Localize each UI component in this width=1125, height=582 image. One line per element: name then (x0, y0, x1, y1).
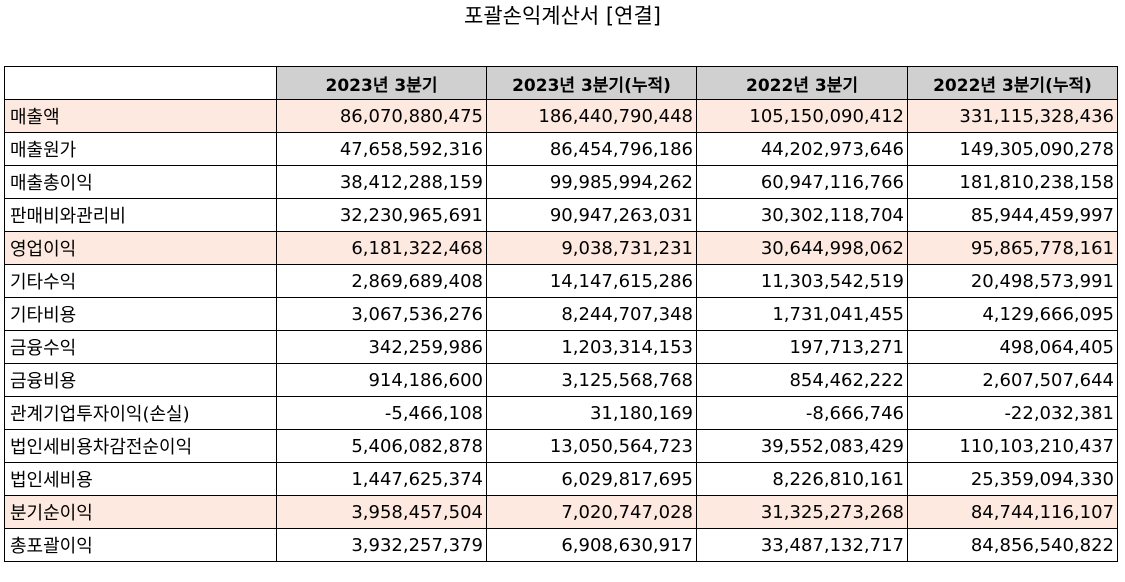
row-label: 금융비용 (4, 363, 277, 397)
value-cell: 30,644,998,062 (696, 231, 908, 265)
value-cell: 31,180,169 (486, 396, 697, 430)
table-row: 매출액 86,070,880,475 186,440,790,448 105,150,… (4, 99, 1118, 133)
value-cell: 110,103,210,437 (907, 429, 1118, 463)
value-cell: -8,666,746 (696, 396, 908, 430)
value-cell: 39,552,083,429 (696, 429, 908, 463)
table-row: 영업이익 6,181,322,468 9,038,731,231 30,644,998… (4, 231, 1118, 265)
value-cell: 30,302,118,704 (696, 198, 908, 232)
table-row: 매출원가 47,658,592,316 86,454,796,186 44,202,9… (4, 132, 1118, 166)
value-cell: 914,186,600 (276, 363, 487, 397)
value-cell: 105,150,090,412 (696, 99, 908, 133)
value-cell: 197,713,271 (696, 330, 908, 364)
table-row: 판매비와관리비 32,230,965,691 90,947,263,031 30,30… (4, 198, 1118, 232)
value-cell: 1,731,041,455 (696, 297, 908, 331)
value-cell: 31,325,273,268 (696, 495, 908, 529)
table-row: 금융비용 914,186,600 3,125,568,768 854,462,222 2… (4, 363, 1118, 397)
value-cell: 85,944,459,997 (907, 198, 1118, 232)
table-row: 총포괄이익 3,932,257,379 6,908,630,917 33,487,13… (4, 528, 1118, 562)
value-cell: 3,932,257,379 (276, 528, 487, 562)
value-cell: -5,466,108 (276, 396, 487, 430)
income-statement-table: 2023년 3분기 2023년 3분기(누적) 2022년 3분기 2022년 … (4, 66, 1118, 562)
value-cell: 90,947,263,031 (486, 198, 697, 232)
row-label: 영업이익 (4, 231, 277, 265)
value-cell: 3,067,536,276 (276, 297, 487, 331)
value-cell: 99,985,994,262 (486, 165, 697, 199)
header-corner-cell (4, 66, 277, 100)
page-title: 포괄손익계산서 [연결] (464, 4, 661, 28)
value-cell: 186,440,790,448 (486, 99, 697, 133)
value-cell: 3,125,568,768 (486, 363, 697, 397)
header-row: 2023년 3분기 2023년 3분기(누적) 2022년 3분기 2022년 … (4, 66, 1118, 100)
value-cell: 149,305,090,278 (907, 132, 1118, 166)
row-label: 분기순이익 (4, 495, 277, 529)
column-header: 2023년 3분기(누적) (486, 66, 697, 100)
value-cell: 6,181,322,468 (276, 231, 487, 265)
table-row: 기타비용 3,067,536,276 8,244,707,348 1,731,041,… (4, 297, 1118, 331)
value-cell: 95,865,778,161 (907, 231, 1118, 265)
table-row: 기타수익 2,869,689,408 14,147,615,286 11,303,54… (4, 264, 1118, 298)
row-label: 법인세비용차감전순이익 (4, 429, 277, 463)
table-row: 금융수익 342,259,986 1,203,314,153 197,713,271 4… (4, 330, 1118, 364)
value-cell: 5,406,082,878 (276, 429, 487, 463)
value-cell: 86,454,796,186 (486, 132, 697, 166)
value-cell: 9,038,731,231 (486, 231, 697, 265)
table-row: 분기순이익 3,958,457,504 7,020,747,028 31,325,27… (4, 495, 1118, 529)
value-cell: 2,607,507,644 (907, 363, 1118, 397)
value-cell: 11,303,542,519 (696, 264, 908, 298)
row-label: 매출액 (4, 99, 277, 133)
table-row: 법인세비용차감전순이익 5,406,082,878 13,050,564,723 39… (4, 429, 1118, 463)
value-cell: 8,244,707,348 (486, 297, 697, 331)
value-cell: 25,359,094,330 (907, 462, 1118, 496)
value-cell: 33,487,132,717 (696, 528, 908, 562)
column-header: 2022년 3분기 (696, 66, 908, 100)
table-row: 관계기업투자이익(손실) -5,466,108 31,180,169 -8,666,7… (4, 396, 1118, 430)
value-cell: 1,203,314,153 (486, 330, 697, 364)
row-label: 기타비용 (4, 297, 277, 331)
value-cell: 86,070,880,475 (276, 99, 487, 133)
column-header: 2023년 3분기 (276, 66, 487, 100)
row-label: 총포괄이익 (4, 528, 277, 562)
row-label: 관계기업투자이익(손실) (4, 396, 277, 430)
value-cell: 7,020,747,028 (486, 495, 697, 529)
value-cell: 4,129,666,095 (907, 297, 1118, 331)
value-cell: -22,032,381 (907, 396, 1118, 430)
value-cell: 8,226,810,161 (696, 462, 908, 496)
value-cell: 6,908,630,917 (486, 528, 697, 562)
value-cell: 3,958,457,504 (276, 495, 487, 529)
table-row: 매출총이익 38,412,288,159 99,985,994,262 60,947,… (4, 165, 1118, 199)
value-cell: 84,856,540,822 (907, 528, 1118, 562)
row-label: 매출총이익 (4, 165, 277, 199)
value-cell: 6,029,817,695 (486, 462, 697, 496)
row-label: 금융수익 (4, 330, 277, 364)
column-header: 2022년 3분기(누적) (907, 66, 1118, 100)
row-label: 판매비와관리비 (4, 198, 277, 232)
value-cell: 331,115,328,436 (907, 99, 1118, 133)
value-cell: 14,147,615,286 (486, 264, 697, 298)
value-cell: 60,947,116,766 (696, 165, 908, 199)
value-cell: 181,810,238,158 (907, 165, 1118, 199)
row-label: 매출원가 (4, 132, 277, 166)
value-cell: 498,064,405 (907, 330, 1118, 364)
row-label: 기타수익 (4, 264, 277, 298)
value-cell: 2,869,689,408 (276, 264, 487, 298)
value-cell: 20,498,573,991 (907, 264, 1118, 298)
value-cell: 84,744,116,107 (907, 495, 1118, 529)
value-cell: 44,202,973,646 (696, 132, 908, 166)
value-cell: 32,230,965,691 (276, 198, 487, 232)
table-row: 법인세비용 1,447,625,374 6,029,817,695 8,226,810… (4, 462, 1118, 496)
value-cell: 1,447,625,374 (276, 462, 487, 496)
value-cell: 854,462,222 (696, 363, 908, 397)
value-cell: 13,050,564,723 (486, 429, 697, 463)
row-label: 법인세비용 (4, 462, 277, 496)
value-cell: 47,658,592,316 (276, 132, 487, 166)
value-cell: 38,412,288,159 (276, 165, 487, 199)
value-cell: 342,259,986 (276, 330, 487, 364)
